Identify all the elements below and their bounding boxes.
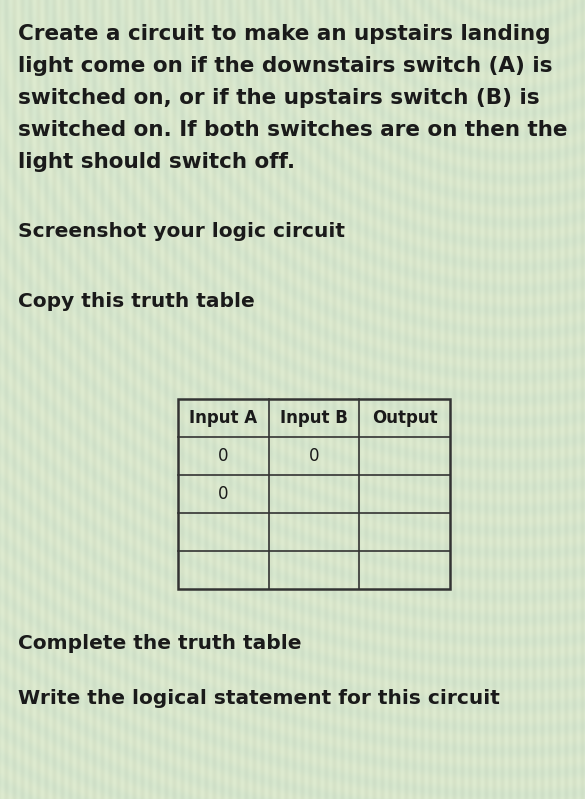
Text: Output: Output (372, 409, 438, 427)
Text: Complete the truth table: Complete the truth table (18, 634, 301, 653)
Text: Write the logical statement for this circuit: Write the logical statement for this cir… (18, 689, 500, 708)
Text: 0: 0 (218, 485, 229, 503)
Text: Create a circuit to make an upstairs landing: Create a circuit to make an upstairs lan… (18, 24, 550, 44)
Text: Input A: Input A (190, 409, 257, 427)
Text: switched on, or if the upstairs switch (B) is: switched on, or if the upstairs switch (… (18, 88, 539, 108)
Text: Screenshot your logic circuit: Screenshot your logic circuit (18, 222, 345, 241)
Text: light come on if the downstairs switch (A) is: light come on if the downstairs switch (… (18, 56, 552, 76)
Text: switched on. If both switches are on then the: switched on. If both switches are on the… (18, 120, 567, 140)
Text: light should switch off.: light should switch off. (18, 152, 295, 172)
Text: 0: 0 (309, 447, 319, 465)
Text: Copy this truth table: Copy this truth table (18, 292, 254, 311)
Text: Input B: Input B (280, 409, 348, 427)
Text: 0: 0 (218, 447, 229, 465)
